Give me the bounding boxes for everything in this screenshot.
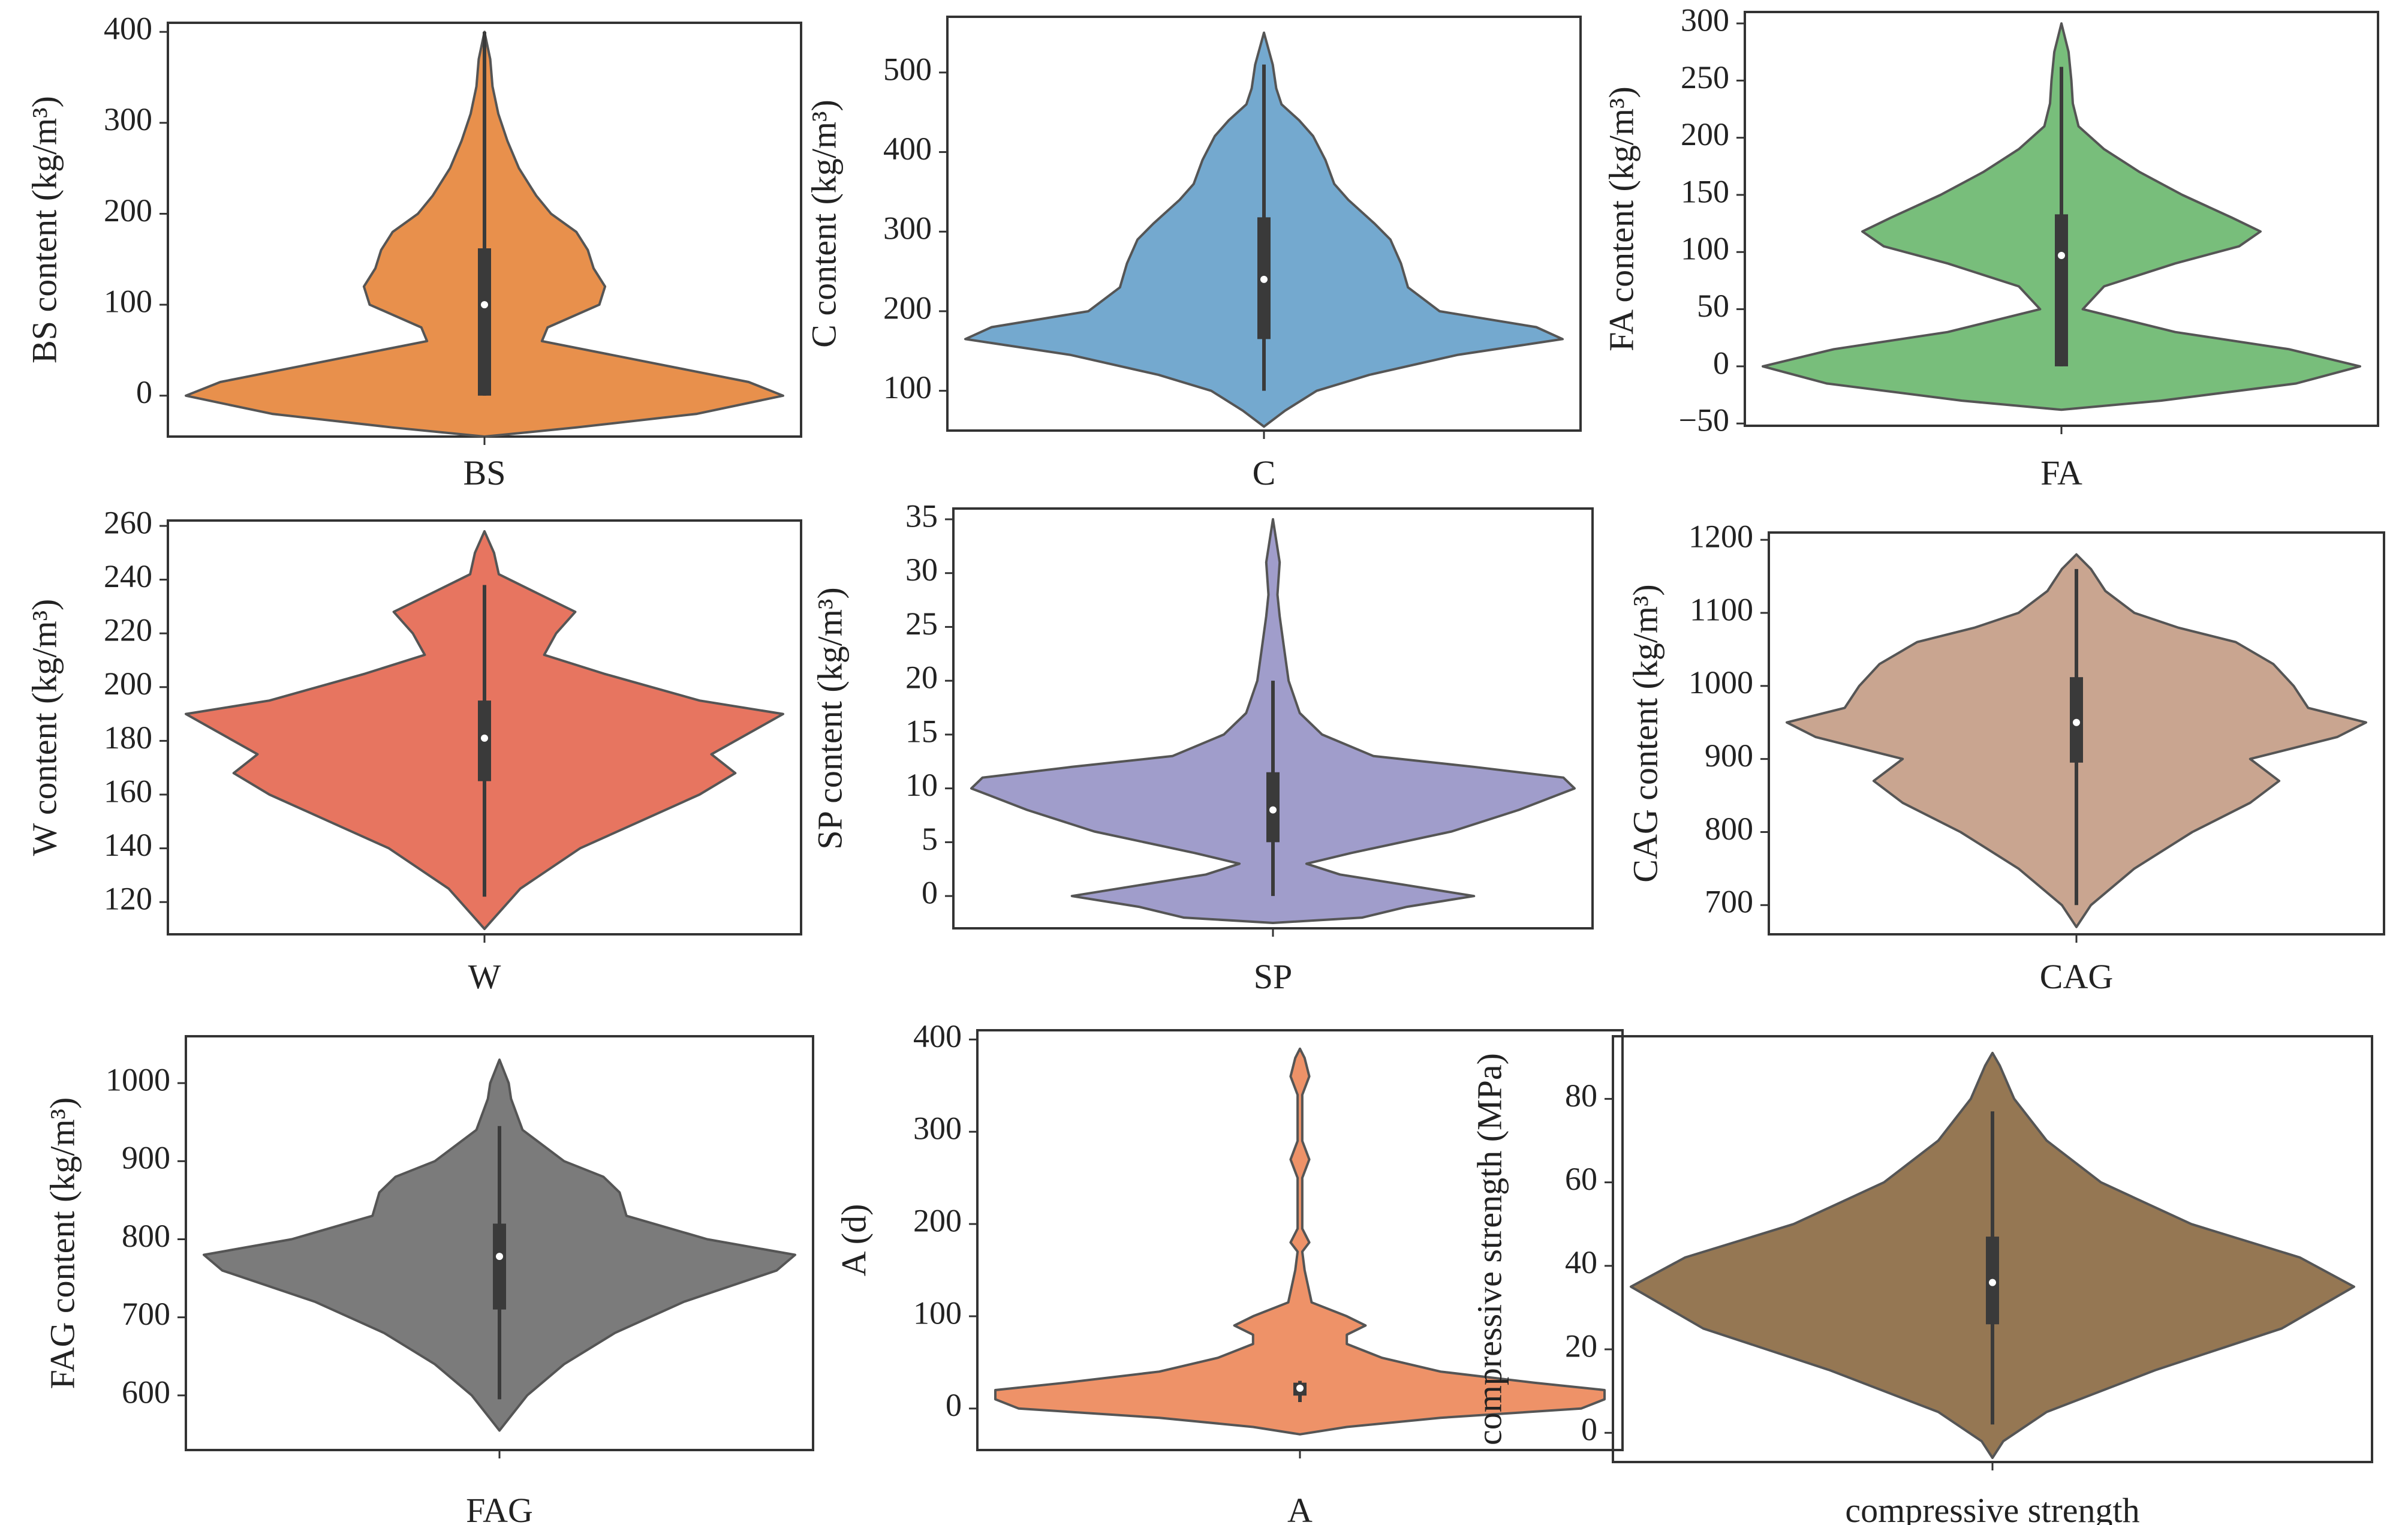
y-tick-label-sp: 30: [905, 552, 938, 588]
iqr-box-fa: [2055, 214, 2068, 366]
y-tick-label-bs: 400: [104, 11, 152, 47]
y-tick-label-sp: 20: [905, 660, 938, 696]
y-tick-label-cag: 800: [1705, 811, 1753, 847]
y-tick-label-w: 240: [104, 558, 152, 594]
y-tick-label-fa: 250: [1681, 59, 1729, 95]
y-axis-label-fa: FA content (kg/m³): [1602, 86, 1641, 351]
y-tick-label-sp: 0: [922, 875, 938, 911]
y-tick-label-w: 260: [104, 504, 152, 540]
panel-w: 120 140 160 180 200 220 240 260 W W content (kg/m…: [25, 504, 802, 996]
panel-fa: −50 0 50 100 150 200 250 300 FA FA content (kg/m³…: [1602, 2, 2379, 492]
y-axis-label-a: A (d): [834, 1204, 873, 1277]
y-tick-label-fa: 50: [1697, 288, 1729, 324]
median-marker-cag: [2073, 718, 2080, 726]
category-label-fa: FA: [2040, 453, 2082, 492]
y-tick-label-fag: 1000: [106, 1062, 170, 1098]
panel-sp: 0 5 10 15 20 25 30 35 SP SP content (kg/m³): [810, 498, 1594, 996]
y-tick-label-fag: 700: [122, 1296, 170, 1332]
y-tick-label-sp: 25: [905, 606, 938, 642]
median-marker-bs: [481, 301, 488, 309]
y-tick-label-fa: 100: [1681, 231, 1729, 267]
median-marker-sp: [1269, 806, 1277, 814]
y-tick-label-sp: 10: [905, 767, 938, 803]
category-label-sp: SP: [1254, 957, 1293, 996]
y-tick-label-fa: 200: [1681, 116, 1729, 152]
y-tick-label-a: 100: [913, 1295, 962, 1331]
y-tick-label-cag: 900: [1705, 738, 1753, 774]
y-tick-label-compressive-strength: 40: [1565, 1244, 1597, 1280]
panel-bs: 0 100 200 300 400 BS BS content (kg/m³): [25, 11, 802, 492]
y-tick-label-compressive-strength: 20: [1565, 1328, 1597, 1364]
y-tick-label-compressive-strength: 0: [1581, 1412, 1597, 1448]
category-label-compressive-strength: compressive strength: [1845, 1491, 2139, 1525]
y-tick-label-w: 220: [104, 612, 152, 648]
y-tick-label-compressive-strength: 80: [1565, 1078, 1597, 1114]
panel-compressive-strength: 0 20 40 60 80 compressive strength compressive…: [1470, 1035, 2373, 1525]
y-tick-label-w: 200: [104, 666, 152, 702]
median-marker-c: [1260, 275, 1268, 283]
y-tick-label-sp: 5: [922, 821, 938, 857]
y-axis-label-fag: FAG content (kg/m³): [43, 1097, 82, 1389]
y-tick-label-a: 300: [913, 1111, 962, 1147]
y-tick-label-bs: 300: [104, 101, 152, 137]
category-label-a: A: [1287, 1491, 1313, 1525]
y-axis-label-c: C content (kg/m³): [804, 100, 843, 348]
category-label-w: W: [468, 957, 501, 996]
y-axis-label-bs: BS content (kg/m³): [25, 96, 64, 363]
violin-body-a: [994, 1047, 1606, 1436]
y-tick-label-bs: 100: [104, 284, 152, 320]
y-tick-label-w: 120: [104, 881, 152, 917]
y-tick-label-bs: 0: [136, 374, 152, 410]
y-tick-label-fa: 150: [1681, 173, 1729, 209]
y-tick-label-c: 400: [883, 131, 932, 167]
y-tick-label-fa: −50: [1679, 402, 1729, 438]
y-tick-label-w: 140: [104, 827, 152, 863]
y-tick-label-cag: 1000: [1688, 664, 1753, 700]
y-tick-label-cag: 1100: [1690, 591, 1753, 627]
y-tick-label-fag: 900: [122, 1140, 170, 1176]
y-tick-label-c: 300: [883, 210, 932, 246]
median-marker-compressive-strength: [1989, 1279, 1996, 1286]
y-axis-label-w: W content (kg/m³): [25, 599, 64, 856]
median-marker-fa: [2058, 251, 2065, 259]
y-tick-label-sp: 15: [905, 713, 938, 749]
median-marker-w: [481, 734, 488, 742]
panel-fag: 600 700 800 900 1000 FAG FAG content (kg/m³): [43, 1035, 814, 1525]
category-label-cag: CAG: [2040, 957, 2113, 996]
median-marker-fag: [496, 1253, 503, 1261]
panel-cag: 700 800 900 1000 1100 1200 CAG CAG content (kg/…: [1626, 519, 2385, 996]
y-tick-label-w: 160: [104, 773, 152, 809]
y-tick-label-compressive-strength: 60: [1565, 1161, 1597, 1197]
median-marker-a: [1296, 1384, 1304, 1392]
y-tick-label-cag: 1200: [1688, 519, 1753, 555]
iqr-box-bs: [478, 248, 491, 396]
y-tick-label-cag: 700: [1705, 884, 1753, 920]
category-label-bs: BS: [463, 453, 506, 492]
y-axis-label-cag: CAG content (kg/m³): [1626, 584, 1664, 882]
y-tick-label-a: 200: [913, 1202, 962, 1238]
y-tick-label-a: 0: [946, 1387, 962, 1423]
category-label-fag: FAG: [466, 1491, 533, 1525]
y-tick-label-bs: 200: [104, 192, 152, 228]
y-tick-label-c: 500: [883, 51, 932, 87]
category-label-c: C: [1253, 453, 1276, 492]
y-axis-label-compressive-strength: compressive strength (MPa): [1470, 1053, 1509, 1445]
y-axis-label-sp: SP content (kg/m³): [810, 587, 849, 849]
y-tick-label-w: 180: [104, 720, 152, 756]
y-tick-label-c: 200: [883, 290, 932, 326]
y-tick-label-fa: 0: [1713, 345, 1729, 381]
y-tick-label-fag: 600: [122, 1374, 170, 1410]
y-tick-label-fa: 300: [1681, 2, 1729, 38]
iqr-box-fag: [493, 1223, 506, 1310]
y-tick-label-fag: 800: [122, 1218, 170, 1254]
y-tick-label-sp: 35: [905, 498, 938, 534]
y-tick-label-c: 100: [883, 369, 932, 405]
panel-c: 100 200 300 400 500 C C content (kg/m³): [804, 16, 1582, 492]
y-tick-label-a: 400: [913, 1018, 962, 1054]
